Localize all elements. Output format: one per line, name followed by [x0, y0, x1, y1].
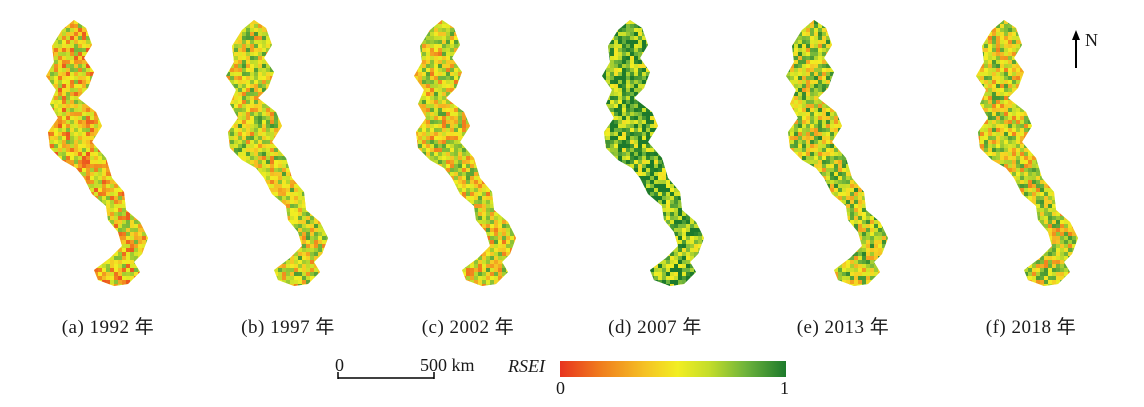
north-label: N: [1085, 30, 1098, 50]
legend-color-ramp: [560, 361, 786, 377]
rsei-pixels-d: [602, 20, 704, 286]
map-panels: [22, 0, 1142, 300]
caption-b: (b) 1997 年: [241, 317, 335, 338]
rsei-map-b: [226, 20, 328, 286]
caption-e: (e) 2013 年: [796, 317, 890, 338]
rsei-map-f: [976, 20, 1078, 286]
caption-d: (d) 2007 年: [608, 317, 702, 338]
rsei-pixels-e: [786, 20, 888, 286]
caption-f: (f) 2018 年: [985, 317, 1077, 338]
legend-min-label: 0: [556, 378, 565, 398]
map-panel-b: [202, 0, 392, 300]
map-panel-d: [578, 0, 768, 300]
rsei-pixels-b: [226, 20, 328, 286]
map-panel-e: [762, 0, 952, 300]
rsei-map-d: [602, 20, 704, 286]
rsei-map-e: [786, 20, 888, 286]
map-panel-f: [952, 0, 1142, 300]
scale-bar: [337, 372, 435, 379]
rsei-map-c: [414, 20, 516, 286]
scale-start-label: 0: [335, 355, 344, 375]
rsei-pixels-c: [414, 20, 516, 286]
caption-a: (a) 1992 年: [61, 317, 155, 338]
map-panel-a: [22, 0, 212, 300]
caption-c: (c) 2002 年: [421, 317, 515, 338]
north-arrow-icon: [1072, 30, 1080, 68]
legend-title: RSEI: [508, 356, 545, 376]
scale-end-label: 500 km: [420, 355, 475, 375]
rsei-map-a: [46, 20, 148, 286]
map-panel-c: [390, 0, 580, 300]
rsei-pixels-a: [46, 20, 148, 286]
legend-max-label: 1: [780, 378, 789, 398]
